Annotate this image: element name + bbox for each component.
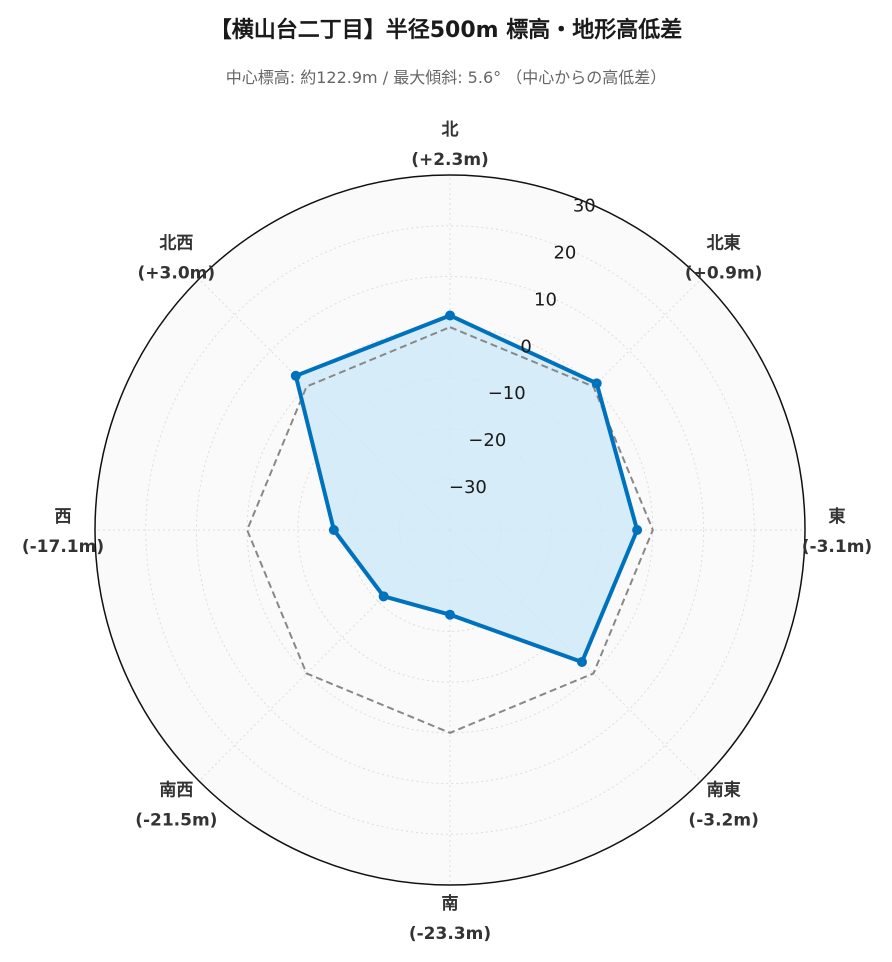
- radial-tick-label: 0: [520, 336, 531, 357]
- grid-spoke: [198, 529, 451, 782]
- radial-tick-label: −30: [449, 477, 487, 498]
- radial-tick-label: −20: [468, 430, 506, 451]
- category-label: 西: [55, 507, 72, 527]
- category-label: 北: [442, 120, 459, 140]
- reference-line: [246, 326, 654, 734]
- category-label: 南: [442, 893, 459, 914]
- category-value-label: (-17.1m): [22, 537, 104, 557]
- category-label: 北東: [707, 232, 741, 253]
- grid-spoke: [449, 278, 702, 531]
- radial-tick-label: 30: [573, 196, 596, 217]
- grid-circle: [145, 225, 755, 835]
- category-value-label: (+0.9m): [685, 263, 763, 283]
- category-value-label: (-3.2m): [688, 811, 758, 831]
- radial-tick-label: 20: [553, 243, 576, 264]
- data-point: [378, 591, 389, 602]
- radial-tick-label: −10: [488, 383, 526, 404]
- series-fill: [295, 315, 638, 662]
- data-point: [445, 609, 455, 620]
- category-label: 北西: [159, 233, 193, 253]
- category-label: 南西: [159, 780, 193, 801]
- category-value-label: (-3.1m): [802, 537, 872, 557]
- category-value-label: (-21.5m): [135, 811, 217, 831]
- chart-subtitle: 中心標高: 約122.9m / 最大傾斜: 5.6° （中心からの高低差）: [225, 68, 667, 87]
- data-point: [632, 525, 643, 535]
- radial-tick-label: 10: [534, 289, 557, 310]
- category-value-label: (-23.3m): [409, 924, 491, 944]
- plot-border: [94, 174, 806, 886]
- grid-spoke: [198, 278, 451, 531]
- data-point: [328, 525, 339, 535]
- chart-title: 【横山台二丁目】半径500m 標高・地形高低差: [209, 18, 683, 43]
- data-point: [576, 656, 587, 667]
- grid-spoke: [449, 529, 702, 782]
- category-label: 南東: [707, 780, 741, 801]
- category-value-label: (+2.3m): [411, 150, 489, 170]
- category-value-label: (+3.0m): [138, 263, 216, 283]
- category-label: 東: [829, 506, 846, 527]
- data-point: [591, 378, 602, 389]
- data-point: [445, 310, 455, 321]
- grid-circle: [195, 275, 705, 785]
- data-point: [290, 370, 301, 381]
